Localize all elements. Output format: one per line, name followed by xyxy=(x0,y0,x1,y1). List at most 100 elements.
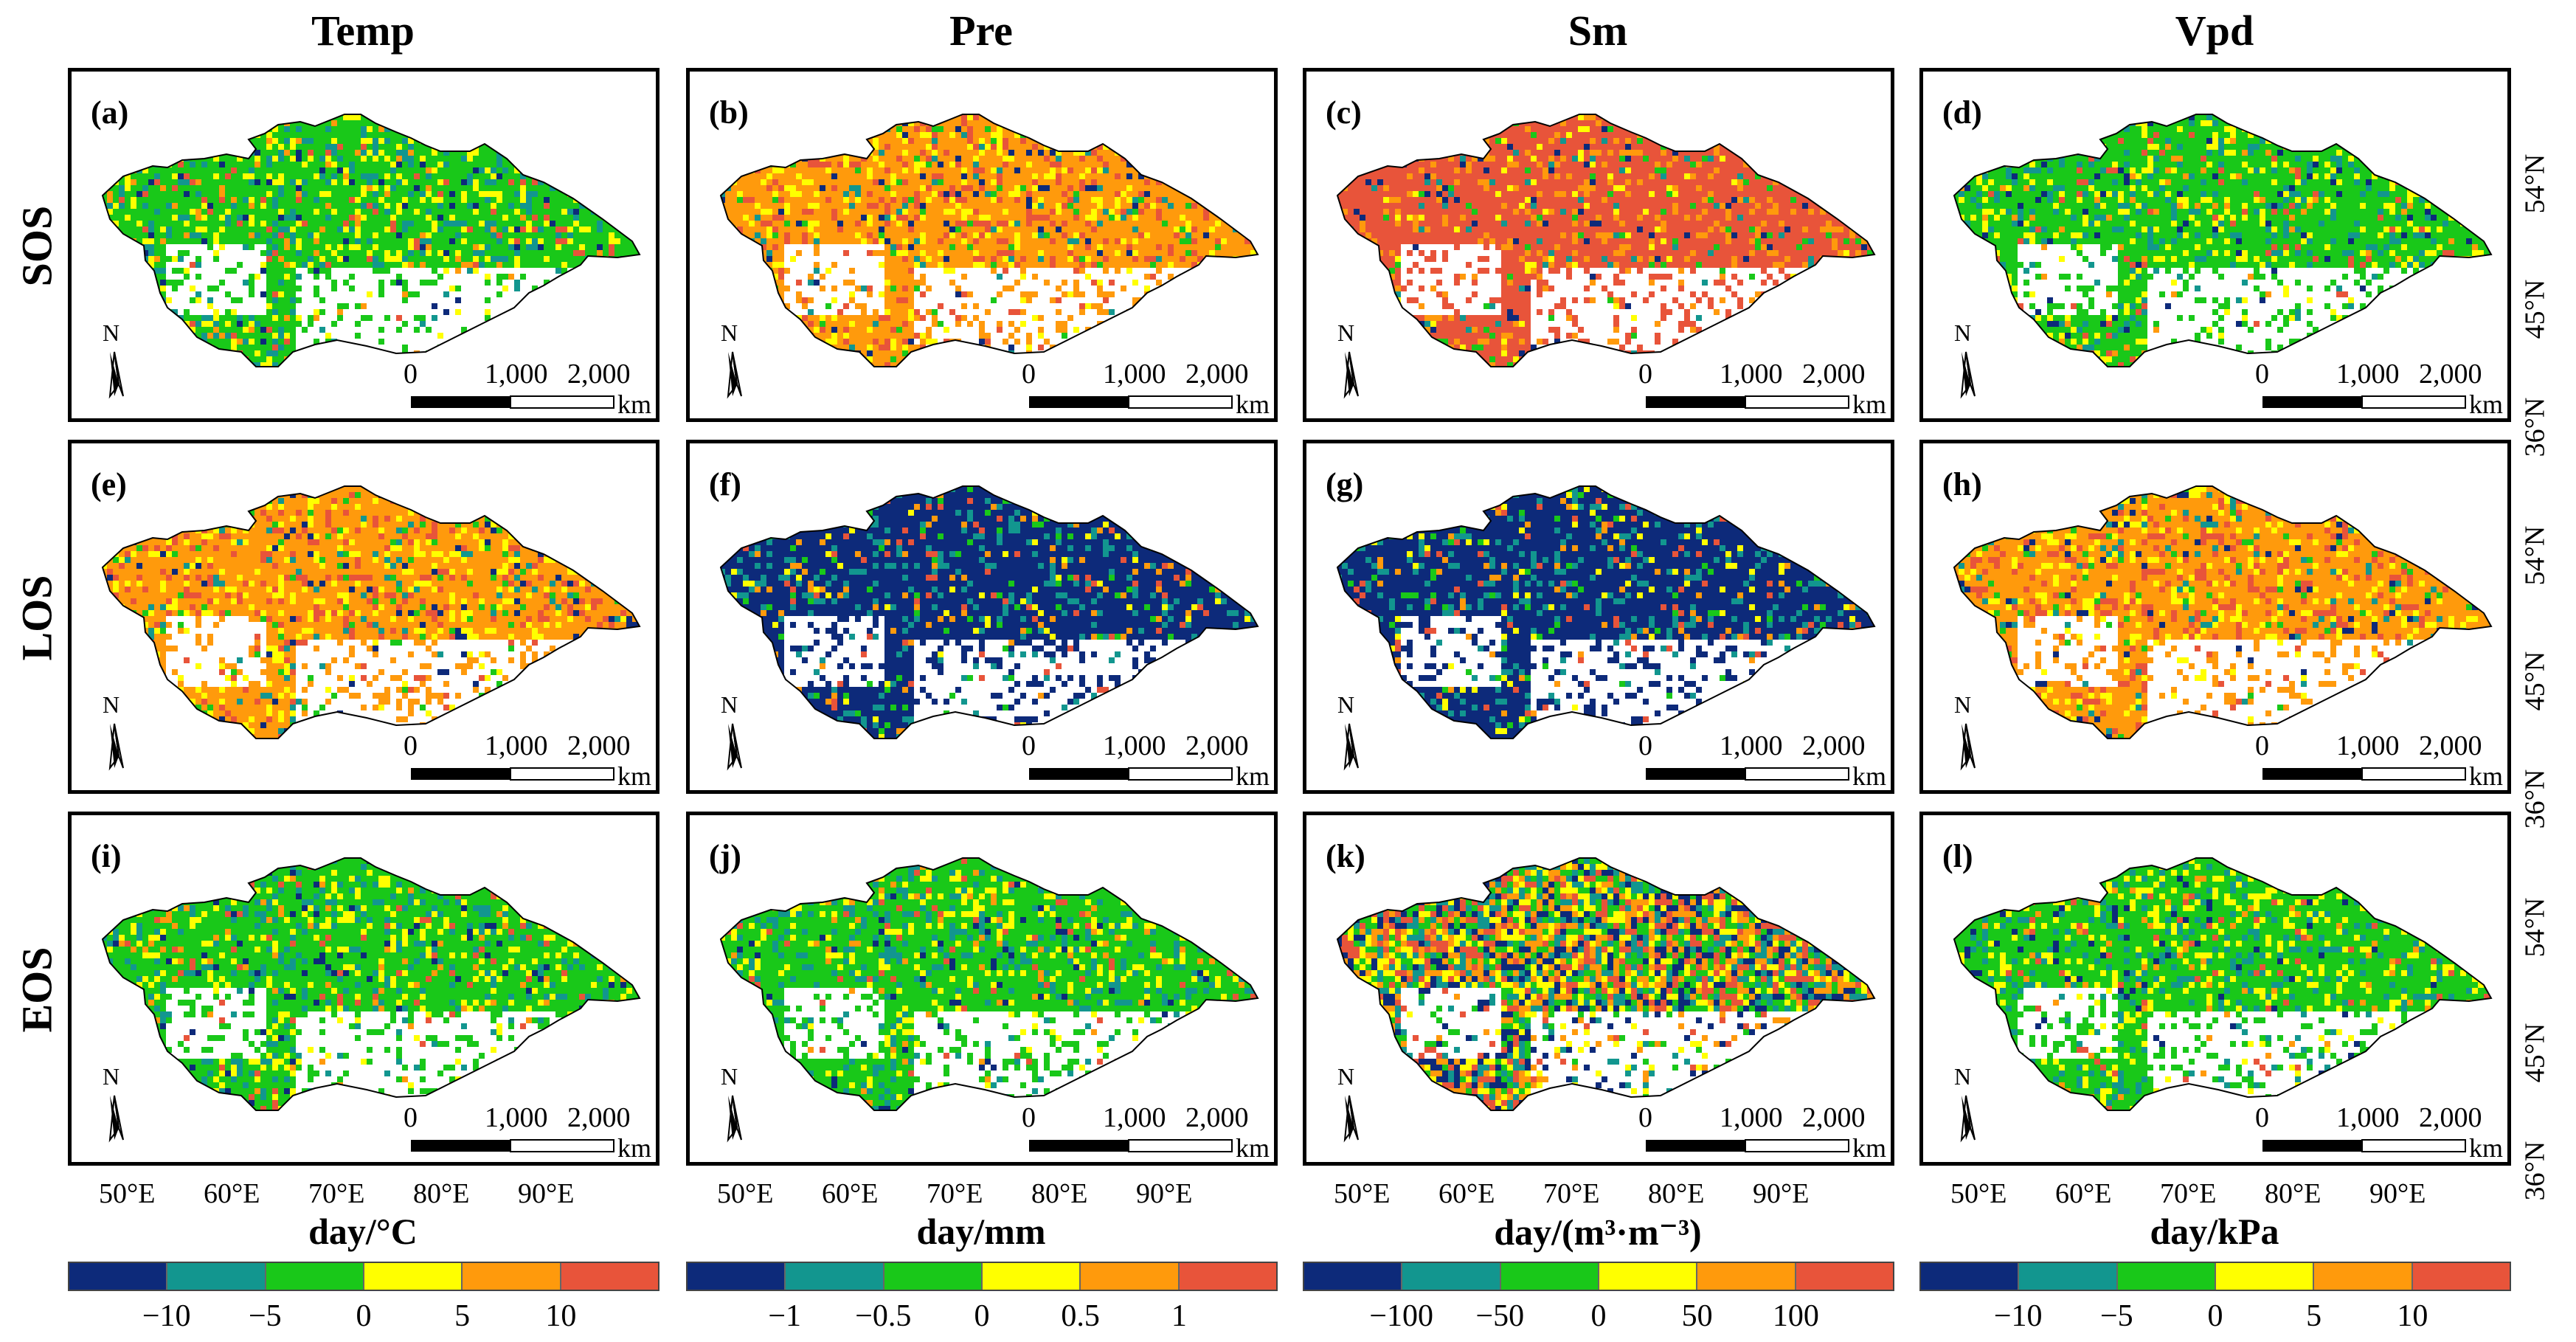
scale-unit: km xyxy=(1236,761,1270,790)
colorbar-tick-label: −100 xyxy=(1369,1298,1433,1334)
scale-tick: 2,000 xyxy=(1185,730,1249,762)
longitude-label: 70°E xyxy=(308,1177,364,1210)
map-panel: (j) N 0 1,000 2,000 km xyxy=(686,812,1278,1166)
scale-tick: 0 xyxy=(2255,730,2269,762)
colorbar-swatch xyxy=(2117,1263,2216,1290)
scale-unit: km xyxy=(2469,1132,2503,1162)
scale-tick: 2,000 xyxy=(2419,730,2482,762)
colorbar-tick-label: 0 xyxy=(974,1298,990,1334)
north-arrow-label: N xyxy=(721,1063,738,1090)
map-panel: (k) N 0 1,000 2,000 km xyxy=(1303,812,1894,1166)
map-raster xyxy=(103,858,640,1110)
scale-unit: km xyxy=(1236,1132,1270,1162)
colorbar-unit-label: day/°C xyxy=(68,1210,658,1253)
region-outline xyxy=(1336,485,1876,739)
map-panel: (c) N 0 1,000 2,000 km xyxy=(1303,68,1894,422)
scale-tick: 0 xyxy=(1638,730,1652,762)
panel-label: (i) xyxy=(91,837,122,875)
scale-tick: 0 xyxy=(404,1101,418,1134)
colorbar xyxy=(686,1262,1278,1291)
north-arrow-label: N xyxy=(1954,1063,1971,1090)
longitude-label: 80°E xyxy=(2265,1177,2321,1210)
map-svg xyxy=(1953,857,2493,1152)
colorbar-swatch xyxy=(1697,1263,1796,1290)
latitude-label: 54°N xyxy=(2518,898,2551,958)
longitude-label: 80°E xyxy=(1648,1177,1704,1210)
scale-unit: km xyxy=(1852,761,1886,790)
scale-bar xyxy=(2262,1139,2466,1152)
map-panel: (d) N 0 1,000 2,000 km xyxy=(1919,68,2511,422)
colorbar-unit-label: day/mm xyxy=(686,1210,1276,1253)
scale-tick: 0 xyxy=(2255,1101,2269,1134)
row-title: SOS xyxy=(13,202,62,291)
colorbar-tick-label: −10 xyxy=(142,1298,191,1334)
map-panel: (i) N 0 1,000 2,000 km xyxy=(68,812,659,1166)
region-outline xyxy=(101,857,641,1111)
scale-tick: 1,000 xyxy=(2336,1101,2400,1134)
scale-tick: 2,000 xyxy=(1802,730,1866,762)
scale-unit: km xyxy=(617,389,651,418)
longitude-label: 70°E xyxy=(1543,1177,1599,1210)
north-arrow-label: N xyxy=(1954,319,1971,347)
latitude-label: 54°N xyxy=(2518,154,2551,214)
colorbar-swatch xyxy=(2019,1263,2118,1290)
scale-unit: km xyxy=(2469,389,2503,418)
colorbar-tick-label: 100 xyxy=(1773,1298,1819,1334)
map-raster xyxy=(1337,858,1874,1110)
map-raster xyxy=(1954,114,2491,367)
region-outline xyxy=(719,114,1259,367)
longitude-label: 50°E xyxy=(717,1177,773,1210)
region-outline xyxy=(719,857,1259,1111)
colorbar-swatch xyxy=(982,1263,1081,1290)
scale-tick: 1,000 xyxy=(1103,358,1166,390)
colorbar-swatch xyxy=(884,1263,983,1290)
column-title: Temp xyxy=(68,6,658,55)
scale-tick: 2,000 xyxy=(1185,358,1249,390)
colorbar-tick-label: 0 xyxy=(1591,1298,1607,1334)
scale-tick: 0 xyxy=(1638,1101,1652,1134)
map-svg xyxy=(1336,485,1876,781)
region-outline xyxy=(1336,114,1876,367)
longitude-label: 80°E xyxy=(413,1177,469,1210)
north-arrow-icon xyxy=(727,351,742,399)
scale-tick: 2,000 xyxy=(2419,358,2482,390)
longitude-label: 50°E xyxy=(1950,1177,2007,1210)
north-arrow-label: N xyxy=(103,1063,120,1090)
column-title: Sm xyxy=(1303,6,1893,55)
scale-tick: 2,000 xyxy=(567,358,631,390)
row-title: EOS xyxy=(13,946,62,1034)
scale-tick: 2,000 xyxy=(1802,358,1866,390)
scale-tick: 1,000 xyxy=(485,730,548,762)
colorbar-unit-label: day/kPa xyxy=(1919,1210,2510,1253)
longitude-label: 90°E xyxy=(1753,1177,1809,1210)
scale-bar xyxy=(411,1139,614,1152)
north-arrow-icon xyxy=(1343,1095,1359,1143)
colorbar-tick-label: −50 xyxy=(1475,1298,1524,1334)
panel-label: (c) xyxy=(1326,94,1362,131)
scale-tick: 0 xyxy=(404,358,418,390)
latitude-label: 45°N xyxy=(2518,651,2551,711)
colorbar-tick-label: 10 xyxy=(2397,1298,2428,1334)
panel-label: (f) xyxy=(709,466,741,503)
colorbar xyxy=(1919,1262,2511,1291)
latitude-label: 36°N xyxy=(2518,1141,2551,1201)
longitude-label: 90°E xyxy=(1136,1177,1192,1210)
scale-bar xyxy=(411,395,614,409)
region-outline xyxy=(719,485,1259,739)
colorbar-swatch xyxy=(1081,1263,1180,1290)
map-raster xyxy=(721,486,1258,739)
region-outline xyxy=(1336,857,1876,1111)
map-panel: (b) N 0 1,000 2,000 km xyxy=(686,68,1278,422)
panel-label: (b) xyxy=(709,94,749,131)
colorbar-tick-label: 50 xyxy=(1682,1298,1713,1334)
colorbar-swatch xyxy=(786,1263,884,1290)
map-raster xyxy=(721,858,1258,1110)
north-arrow-label: N xyxy=(721,691,738,719)
scale-tick: 1,000 xyxy=(2336,358,2400,390)
scale-bar xyxy=(1029,395,1233,409)
colorbar-swatch xyxy=(1921,1263,2020,1290)
colorbar-tick-label: −5 xyxy=(249,1298,282,1334)
region-outline xyxy=(1953,114,2493,367)
scale-tick: 1,000 xyxy=(1103,730,1166,762)
map-panel: (h) N 0 1,000 2,000 km xyxy=(1919,440,2511,794)
